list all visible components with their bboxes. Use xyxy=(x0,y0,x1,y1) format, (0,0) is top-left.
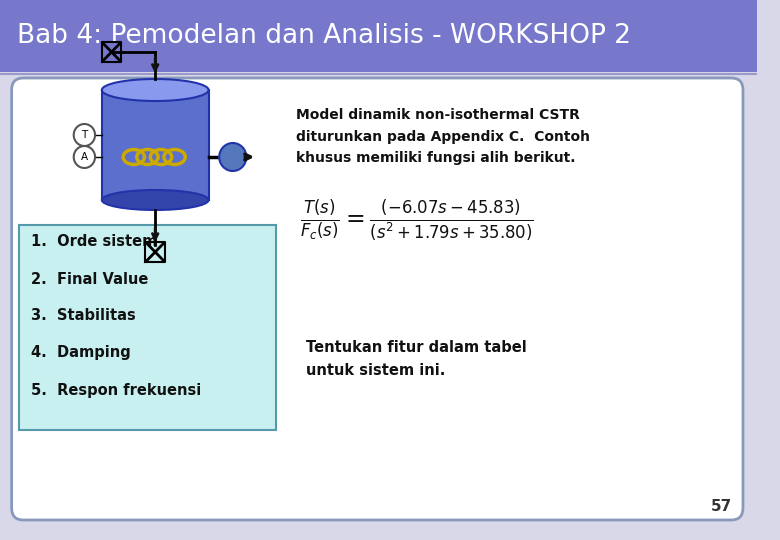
Circle shape xyxy=(74,146,95,168)
Text: Model dinamik non-isothermal CSTR
diturunkan pada Appendix C.  Contoh
khusus mem: Model dinamik non-isothermal CSTR dituru… xyxy=(296,108,590,165)
FancyBboxPatch shape xyxy=(102,90,208,200)
FancyBboxPatch shape xyxy=(0,0,757,72)
Text: 5.  Respon frekuensi: 5. Respon frekuensi xyxy=(31,382,201,397)
Text: A: A xyxy=(81,152,88,162)
FancyBboxPatch shape xyxy=(12,78,743,520)
Circle shape xyxy=(219,143,246,171)
FancyBboxPatch shape xyxy=(20,225,276,430)
Text: T: T xyxy=(81,130,87,140)
Text: Bab 4: Pemodelan dan Analisis - WORKSHOP 2: Bab 4: Pemodelan dan Analisis - WORKSHOP… xyxy=(17,23,632,49)
Ellipse shape xyxy=(102,79,208,101)
Text: Tentukan fitur dalam tabel
untuk sistem ini.: Tentukan fitur dalam tabel untuk sistem … xyxy=(306,340,526,379)
Text: 2.  Final Value: 2. Final Value xyxy=(31,272,148,287)
Text: 1.  Orde sistem: 1. Orde sistem xyxy=(31,234,158,249)
Text: 4.  Damping: 4. Damping xyxy=(31,346,131,361)
Ellipse shape xyxy=(102,190,208,210)
Text: 3.  Stabilitas: 3. Stabilitas xyxy=(31,308,136,323)
Text: $\frac{T(s)}{F_c(s)} = \frac{(-6.07s - 45.83)}{(s^2 + 1.79s + 35.80)}$: $\frac{T(s)}{F_c(s)} = \frac{(-6.07s - 4… xyxy=(300,197,534,243)
Text: 57: 57 xyxy=(711,499,732,514)
Circle shape xyxy=(74,124,95,146)
